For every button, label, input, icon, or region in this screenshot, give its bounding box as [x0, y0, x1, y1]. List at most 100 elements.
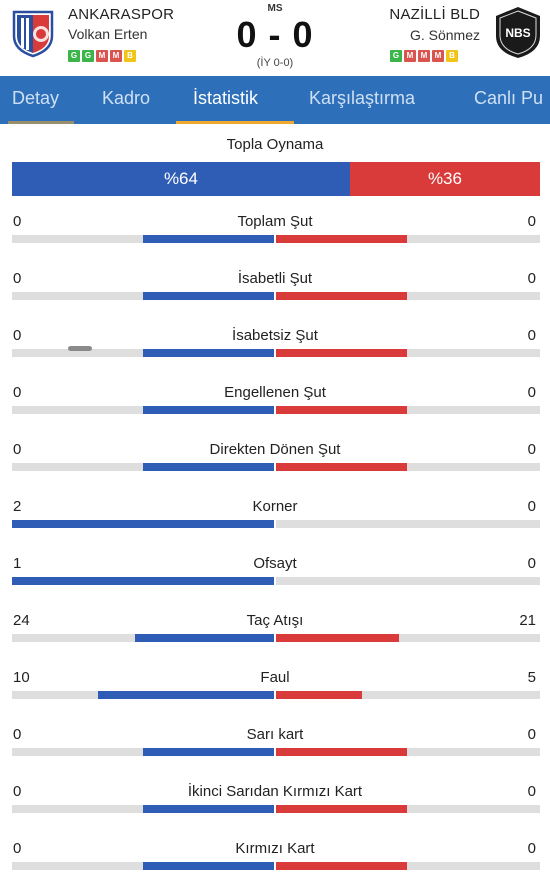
stat-label: Kırmızı Kart: [235, 840, 315, 857]
stat-away-bar: [276, 292, 407, 300]
stat-label: Direkten Dönen Şut: [209, 441, 341, 458]
stat-home-track: [12, 520, 274, 528]
stat-label: İkinci Sarıdan Kırmızı Kart: [187, 783, 363, 800]
stat-label: İsabetsiz Şut: [232, 327, 318, 344]
stat-away-bar: [276, 748, 407, 756]
stat-home-track: [12, 691, 274, 699]
stat-away-track: [276, 463, 540, 471]
stat-row: 0 Sarı kart 0: [0, 726, 550, 766]
stat-home-track: [12, 634, 274, 642]
stat-home-bar: [143, 235, 274, 243]
stat-row: 0 Toplam Şut 0: [0, 213, 550, 253]
stat-home-track: [12, 292, 274, 300]
possession-away: %36: [349, 162, 540, 196]
stat-away-bar: [276, 463, 407, 471]
stat-home-value: 10: [13, 669, 30, 686]
stat-away-track: [276, 520, 540, 528]
stat-away-track: [276, 577, 540, 585]
stat-label: Engellenen Şut: [224, 384, 326, 401]
stat-home-track: [12, 805, 274, 813]
stat-away-value: 0: [527, 327, 536, 344]
stat-away-track: [276, 349, 540, 357]
stat-row: 0 Engellenen Şut 0: [0, 384, 550, 424]
stat-away-value: 0: [527, 840, 536, 857]
stat-home-value: 0: [13, 327, 22, 344]
away-coach-name: G. Sönmez: [409, 27, 480, 43]
tab-kadro[interactable]: Kadro: [102, 88, 151, 108]
stat-row: 24 Taç Atışı 21: [0, 612, 550, 652]
stat-home-bar: [98, 691, 274, 699]
stat-row: 0 İkinci Sarıdan Kırmızı Kart 0: [0, 783, 550, 823]
stat-away-value: 0: [527, 726, 536, 743]
match-status: MS: [267, 3, 283, 14]
stat-home-bar: [12, 577, 274, 585]
stat-row: 10 Faul 5: [0, 669, 550, 709]
possession-title: Topla Oynama: [226, 136, 324, 153]
stat-label: Faul: [260, 669, 290, 686]
form-badge: M: [110, 50, 122, 62]
stat-row: 0 Kırmızı Kart 0: [0, 840, 550, 880]
stat-label: Taç Atışı: [246, 612, 304, 629]
stat-home-track: [12, 235, 274, 243]
stat-home-value: 0: [13, 441, 22, 458]
screen-smudge: [68, 346, 92, 351]
stat-away-track: [276, 748, 540, 756]
stat-home-track: [12, 349, 274, 357]
stat-home-track: [12, 748, 274, 756]
home-team-name[interactable]: ANKARASPOR: [68, 6, 175, 23]
form-badge: M: [418, 50, 430, 62]
stat-home-track: [12, 862, 274, 870]
stat-away-value: 21: [519, 612, 536, 629]
away-team-name[interactable]: NAZİLLİ BLD: [389, 6, 480, 23]
tab-karsilastirma[interactable]: Karşılaştırma: [309, 88, 416, 108]
stat-home-value: 0: [13, 213, 22, 230]
stat-home-bar: [143, 862, 274, 870]
stat-home-value: 24: [13, 612, 30, 629]
stat-away-track: [276, 634, 540, 642]
stat-label: İsabetli Şut: [237, 270, 313, 287]
ankaraspor-crest-icon[interactable]: [10, 8, 56, 58]
tab-istatistik[interactable]: İstatistik: [193, 88, 259, 108]
stat-home-value: 1: [13, 555, 22, 572]
stat-home-value: 0: [13, 384, 22, 401]
stat-label: Korner: [252, 498, 298, 515]
possession-home: %64: [12, 162, 350, 196]
stat-home-bar: [135, 634, 274, 642]
stat-away-value: 0: [527, 384, 536, 401]
stat-away-value: 0: [527, 783, 536, 800]
stat-label: Toplam Şut: [237, 213, 313, 230]
form-badge: B: [446, 50, 458, 62]
stat-home-value: 0: [13, 726, 22, 743]
stat-away-bar: [276, 691, 362, 699]
stat-row: 1 Ofsayt 0: [0, 555, 550, 595]
stat-home-value: 0: [13, 270, 22, 287]
stat-away-bar: [276, 862, 407, 870]
stat-home-track: [12, 463, 274, 471]
stat-away-bar: [276, 235, 407, 243]
nazilli-crest-text: NBS: [505, 26, 530, 40]
match-score: 0 - 0: [236, 14, 314, 55]
form-badge: B: [124, 50, 136, 62]
stat-home-value: 0: [13, 840, 22, 857]
stat-away-bar: [276, 805, 407, 813]
stat-away-track: [276, 862, 540, 870]
stat-label: Ofsayt: [253, 555, 297, 572]
stat-away-bar: [276, 634, 399, 642]
tab-detay[interactable]: Detay: [12, 88, 60, 108]
stat-home-bar: [143, 805, 274, 813]
stat-row: 0 İsabetsiz Şut 0: [0, 327, 550, 367]
stat-label: Sarı kart: [246, 726, 304, 743]
stat-home-bar: [12, 520, 274, 528]
nazilli-crest-icon[interactable]: NBS: [492, 4, 544, 60]
form-badge: G: [68, 50, 80, 62]
stat-home-bar: [143, 349, 274, 357]
form-badge: M: [96, 50, 108, 62]
tab-canli[interactable]: Canlı Pu: [474, 88, 544, 108]
stat-home-bar: [143, 292, 274, 300]
stat-away-track: [276, 691, 540, 699]
stat-home-track: [12, 406, 274, 414]
tab-bar: Detay Kadro İstatistik Karşılaştırma Can…: [0, 76, 550, 124]
tab-indicator-faded: [8, 121, 74, 124]
stat-away-value: 0: [527, 213, 536, 230]
